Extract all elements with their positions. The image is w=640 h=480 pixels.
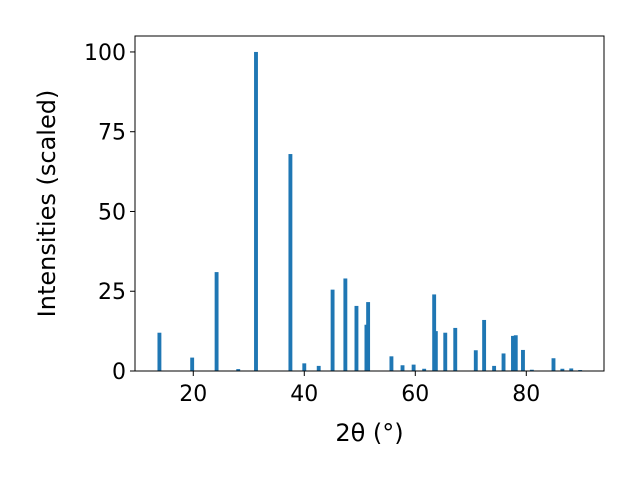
bar — [330, 289, 335, 371]
bar — [569, 368, 574, 371]
bar — [560, 368, 565, 371]
bar — [190, 357, 195, 371]
bar — [366, 302, 371, 371]
y-tick-label: 100 — [84, 41, 126, 66]
bar — [473, 350, 478, 371]
bar — [316, 365, 321, 371]
bar — [254, 51, 258, 371]
bar — [511, 335, 515, 371]
bar — [551, 358, 556, 371]
y-axis-label: Intensities (scaled) — [33, 90, 61, 318]
y-tick-label: 0 — [112, 360, 126, 385]
bar — [521, 349, 525, 371]
x-tick-label: 20 — [179, 382, 207, 407]
bar — [389, 356, 394, 371]
y-axis-ticks: 0 25 50 75 100 — [84, 41, 135, 385]
bar — [529, 369, 534, 371]
bar — [236, 369, 241, 371]
bar — [453, 327, 458, 371]
y-tick-label: 75 — [98, 121, 126, 146]
bar — [400, 365, 405, 371]
bar — [443, 332, 448, 371]
bar — [302, 363, 307, 371]
y-tick-label: 50 — [98, 200, 126, 225]
plot-frame — [134, 35, 605, 372]
bar — [214, 272, 219, 371]
bar — [354, 305, 359, 371]
x-axis-label: 2θ (°) — [335, 419, 403, 447]
bar — [343, 278, 348, 371]
x-tick-label: 80 — [512, 382, 540, 407]
bar — [501, 353, 506, 371]
x-axis-ticks: 20 40 60 80 — [179, 371, 540, 407]
bars-group — [157, 51, 583, 371]
bar — [157, 332, 162, 371]
bar — [492, 365, 497, 371]
bar — [411, 364, 416, 371]
bar — [433, 331, 438, 371]
x-tick-label: 60 — [401, 382, 429, 407]
bar — [482, 319, 487, 371]
y-tick-label: 25 — [98, 280, 126, 305]
bar — [513, 335, 518, 371]
x-tick-label: 40 — [290, 382, 318, 407]
bar — [288, 154, 293, 371]
bar — [422, 368, 427, 371]
